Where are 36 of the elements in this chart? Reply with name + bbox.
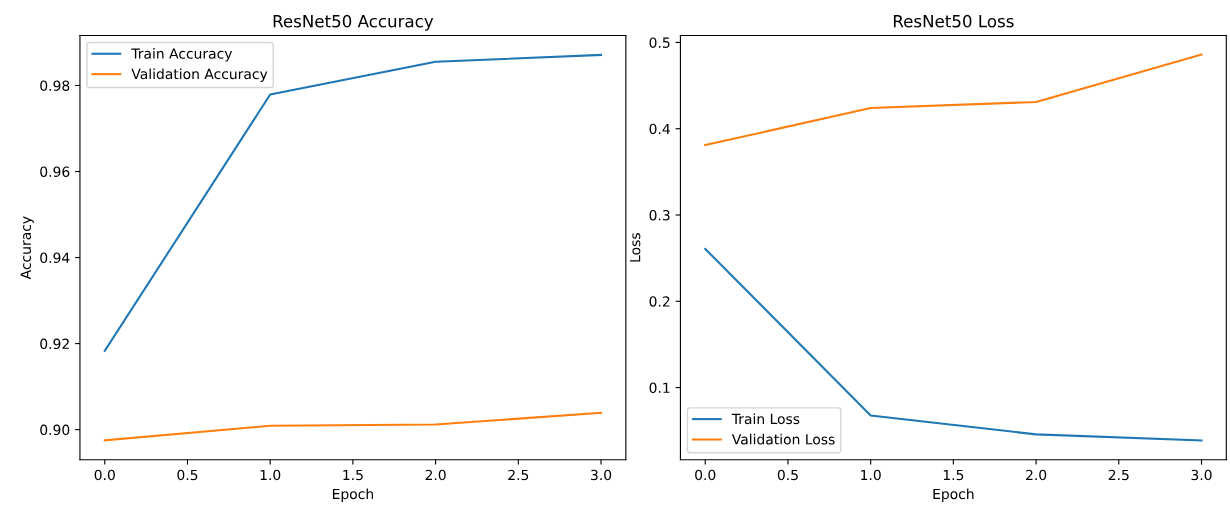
x-tick-label: 1.5 [943,469,964,481]
y-tick-label: 0.2 [649,296,670,307]
y-tick-label: 0.92 [40,338,69,350]
x-tick-label: 0.0 [695,469,716,481]
legend-label: Train Accuracy [131,48,233,62]
x-tick-label: 2.5 [1108,469,1129,481]
y-tick-label: 0.98 [40,80,70,91]
x-tick-label: 1.0 [861,469,881,481]
y-tick-label: 0.1 [649,382,670,394]
y-tick-label: 0.90 [40,424,70,436]
line-series [704,53,1203,147]
legend-label: Train Loss [731,413,800,425]
x-axis-title: Epoch [933,488,974,502]
chart-title: ResNet50 Loss [893,14,1014,28]
x-axis-title: Epoch [332,488,373,502]
y-tick-label: 0.94 [40,252,70,264]
x-tick-label: 1.0 [260,469,281,481]
y-tick-label: 0.5 [649,37,670,48]
y-tick-label: 0.3 [649,209,670,221]
x-tick-label: 2.5 [508,469,529,481]
y-tick-label: 0.96 [40,166,70,177]
y-axis-title: Accuracy [20,216,34,280]
x-tick-label: 0.0 [94,469,115,481]
y-axis-title: Loss [630,233,641,262]
y-tick-label: 0.4 [649,123,670,135]
x-tick-label: 1.5 [343,469,363,481]
legend-label: Validation Loss [731,433,835,445]
legend-label: Validation Accuracy [131,68,268,82]
chart-title: ResNet50 Accuracy [273,14,434,31]
x-tick-label: 3.0 [1191,469,1212,481]
line-series [103,411,603,442]
x-tick-label: 3.0 [591,469,612,481]
x-tick-label: 2.0 [425,469,446,481]
x-tick-label: 0.5 [177,469,198,481]
x-tick-label: 0.5 [777,469,798,481]
x-tick-label: 2.0 [1026,469,1047,481]
